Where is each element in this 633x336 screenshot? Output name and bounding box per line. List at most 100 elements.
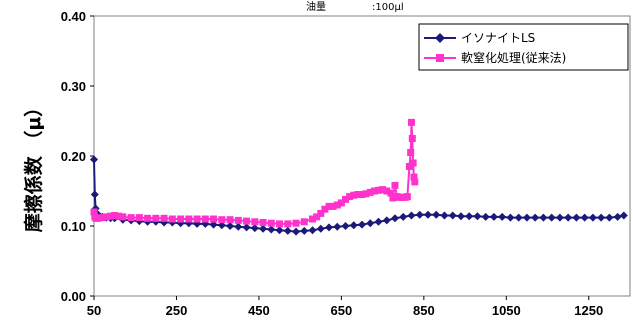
data-point (90, 190, 99, 199)
data-point (370, 187, 378, 195)
data-point (90, 155, 98, 164)
data-point (555, 213, 564, 222)
data-point (106, 212, 114, 220)
series-2 (90, 118, 419, 228)
data-point (193, 215, 201, 223)
data-point (250, 224, 259, 233)
data-point (366, 188, 374, 196)
data-point (407, 149, 415, 156)
data-point (90, 208, 98, 216)
data-point (308, 226, 317, 235)
x-tick-label: 650 (331, 303, 353, 318)
series-layer (90, 118, 628, 236)
data-point (300, 218, 308, 226)
data-point (135, 214, 143, 222)
data-point (409, 159, 417, 167)
data-point (144, 214, 152, 222)
data-point (506, 213, 515, 222)
data-point (94, 214, 102, 222)
legend-box (418, 23, 629, 71)
y-tick-label: 0.00 (61, 289, 86, 304)
data-point (399, 212, 408, 221)
data-point (160, 214, 168, 222)
data-point (234, 222, 243, 231)
x-tick-label: 1250 (574, 303, 603, 318)
data-point (275, 226, 284, 235)
data-point (168, 215, 176, 223)
data-point (325, 202, 333, 210)
data-point (317, 209, 325, 217)
data-point (329, 202, 337, 210)
data-point (564, 213, 573, 222)
data-point (300, 226, 309, 235)
data-point (218, 216, 226, 224)
data-point (217, 221, 226, 230)
data-point (547, 213, 556, 222)
data-point (408, 135, 416, 142)
data-point (374, 186, 382, 194)
data-point (259, 224, 268, 233)
data-point (292, 219, 300, 227)
data-point (226, 222, 235, 230)
x-tick-label: 1050 (492, 303, 521, 318)
data-point (580, 213, 589, 222)
data-point (325, 223, 334, 232)
data-point (177, 215, 185, 223)
data-point (226, 216, 234, 224)
data-point (342, 195, 350, 203)
data-point (432, 210, 441, 219)
condition-value: :100μl (372, 2, 404, 13)
data-point (358, 191, 366, 198)
data-point (423, 210, 432, 219)
data-point (98, 214, 106, 222)
data-point (448, 211, 457, 220)
data-point (111, 212, 119, 219)
data-point (259, 219, 267, 226)
data-point (531, 213, 540, 222)
data-point (185, 215, 193, 223)
data-point (267, 225, 276, 234)
legend: イソナイトLS 軟窒化処理(従来法) (418, 23, 629, 71)
condition-label: 油量 (306, 0, 326, 13)
data-point (387, 189, 395, 197)
y-tick-label: 0.30 (61, 79, 86, 94)
data-point (251, 218, 259, 226)
data-point (588, 213, 597, 222)
data-point (391, 181, 399, 189)
data-point (102, 213, 110, 221)
data-point (242, 223, 251, 232)
legend-marker-diamond (435, 33, 445, 43)
data-point (374, 217, 383, 226)
data-point (403, 193, 411, 201)
data-point (313, 213, 321, 221)
data-point (489, 212, 498, 221)
data-point (283, 226, 292, 235)
data-point (407, 211, 416, 220)
data-point (316, 224, 325, 233)
y-tick-label: 0.10 (61, 219, 86, 234)
data-point (358, 220, 366, 229)
data-point (309, 215, 317, 223)
data-point (346, 193, 354, 201)
data-point (410, 173, 418, 181)
series-line (93, 122, 416, 225)
data-point (115, 212, 123, 220)
x-axis: 50 250 450 650 850 1050 1250 (87, 296, 603, 318)
data-point (276, 220, 284, 228)
data-point (152, 214, 160, 222)
data-point (383, 187, 391, 195)
y-tick-label: 0.40 (61, 9, 86, 24)
data-point (390, 214, 399, 223)
data-point (415, 210, 424, 219)
data-point (209, 220, 218, 229)
data-point (127, 214, 135, 222)
data-point (349, 221, 358, 230)
data-point (465, 212, 474, 221)
data-point (201, 215, 209, 223)
legend-label-series-2: 軟窒化処理(従来法) (461, 50, 566, 65)
x-tick-label: 450 (248, 303, 270, 318)
data-point (333, 201, 341, 209)
data-point (119, 213, 127, 221)
legend-label-series-1: イソナイトLS (461, 31, 535, 45)
